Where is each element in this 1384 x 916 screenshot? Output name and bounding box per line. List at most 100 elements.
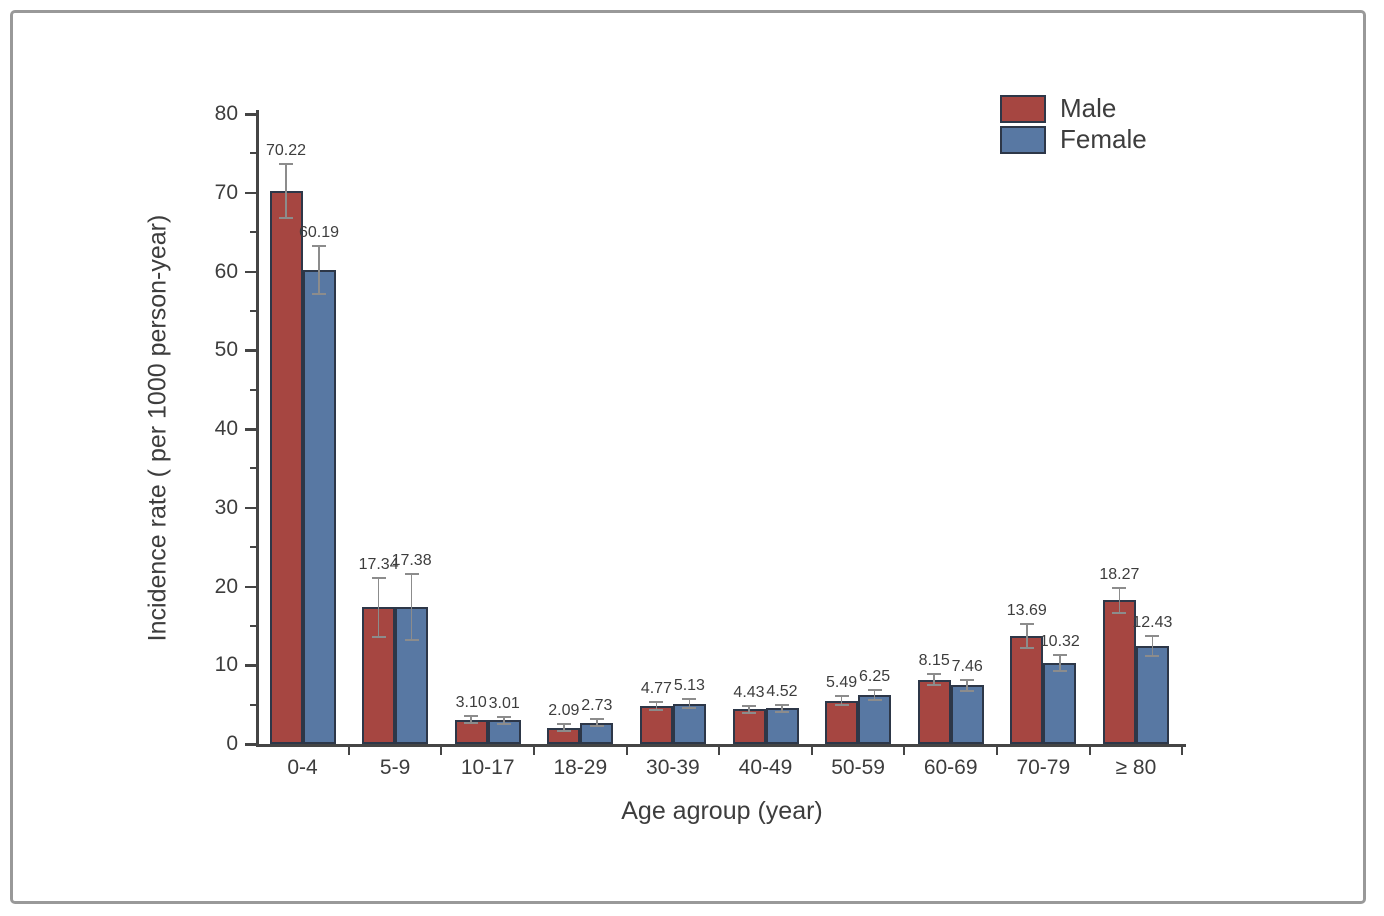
y-major-tick (245, 191, 256, 195)
value-label-female: 10.32 (1039, 632, 1080, 650)
value-label-female: 5.13 (673, 677, 705, 695)
error-bar-male (285, 164, 287, 218)
y-minor-tick (250, 309, 256, 312)
x-axis (256, 744, 1186, 747)
value-label-female: 17.38 (391, 552, 432, 570)
x-tick (625, 746, 628, 755)
x-tick (810, 746, 813, 755)
error-cap-bottom-female (1052, 669, 1067, 672)
error-cap-bottom-female (682, 706, 697, 709)
x-tick (718, 746, 721, 755)
y-minor-tick (250, 467, 256, 470)
error-bar-female (781, 704, 783, 712)
error-cap-bottom-female (1145, 655, 1160, 658)
y-major-tick (245, 270, 256, 273)
x-tick-label: 50-59 (831, 756, 885, 779)
bar-female-30-39 (672, 703, 706, 744)
x-tick (533, 746, 535, 755)
error-cap-bottom-male (556, 729, 571, 732)
y-minor-tick (250, 624, 256, 627)
bar-female-40-49 (765, 708, 799, 744)
value-label-male: 5.49 (826, 674, 858, 692)
bar-male-30-39 (639, 706, 673, 744)
bar-female-≥ 80 (1135, 646, 1169, 744)
y-axis (256, 110, 259, 746)
value-label-male: 13.69 (1006, 602, 1047, 620)
error-cap-top-male (649, 701, 664, 704)
y-tick-label: 20 (214, 574, 238, 598)
bar-male-50-59 (825, 700, 859, 744)
value-label-male: 2.09 (548, 702, 580, 720)
y-major-tick (245, 743, 256, 746)
error-cap-top-male (371, 577, 386, 580)
error-bar-female (1059, 654, 1061, 671)
error-cap-bottom-female (960, 689, 975, 692)
error-cap-top-male (742, 704, 756, 707)
error-bar-male (470, 716, 472, 723)
error-cap-bottom-female (867, 698, 882, 701)
y-major-tick (245, 664, 256, 667)
x-tick-label: 40-49 (738, 756, 793, 779)
y-tick-label: 50 (214, 338, 238, 362)
legend-swatch-male (1000, 95, 1046, 123)
x-tick (903, 746, 906, 755)
x-tick-label: 18-29 (553, 756, 608, 779)
legend-label-female: Female (1060, 124, 1147, 154)
bar-male-60-69 (917, 679, 951, 744)
error-cap-bottom-male (649, 709, 664, 712)
error-cap-top-male (556, 723, 571, 726)
error-bar-female (688, 699, 691, 708)
value-label-female: 6.25 (859, 668, 891, 686)
error-cap-bottom-male (371, 635, 386, 638)
error-cap-top-female (960, 678, 975, 681)
value-label-female: 3.01 (488, 694, 520, 712)
error-cap-top-male (1112, 586, 1127, 589)
error-bar-female (1151, 635, 1154, 657)
error-cap-top-female (1145, 634, 1160, 637)
bar-female-0-4 (302, 270, 336, 744)
x-tick-label: ≥ 80 (1115, 756, 1157, 779)
error-bar-female (503, 716, 505, 724)
error-cap-top-female (1052, 653, 1067, 656)
y-axis-title: Incidence rate ( per 1000 person-year) (143, 214, 172, 642)
error-bar-male (933, 674, 935, 686)
value-label-male: 17.34 (358, 556, 399, 574)
error-cap-bottom-male (1019, 647, 1034, 649)
error-bar-female (873, 690, 876, 700)
error-bar-male (655, 702, 658, 711)
error-cap-bottom-male (927, 684, 942, 687)
y-tick-label: 30 (214, 495, 238, 519)
legend-label-male: Male (1060, 93, 1117, 123)
error-cap-bottom-male (464, 721, 479, 724)
value-label-male: 18.27 (1099, 565, 1140, 583)
error-bar-male (748, 705, 750, 713)
x-tick-label: 10-17 (460, 756, 515, 779)
error-cap-bottom-male (279, 216, 293, 219)
y-minor-tick (250, 231, 256, 234)
bar-female-5-9 (395, 607, 429, 744)
error-cap-top-female (404, 573, 419, 576)
bar-female-50-59 (858, 694, 892, 744)
bar-male-70-79 (1010, 636, 1044, 744)
bar-male-0-4 (269, 191, 303, 744)
error-cap-bottom-male (1112, 611, 1127, 614)
y-tick-label: 80 (214, 102, 238, 125)
error-bar-female (410, 574, 413, 641)
bar-male-40-49 (732, 709, 766, 744)
error-cap-bottom-female (404, 639, 419, 642)
y-major-tick (245, 349, 256, 352)
x-tick-label: 5-9 (379, 756, 411, 779)
error-cap-top-female (312, 245, 326, 248)
x-tick-label: 0-4 (287, 756, 318, 779)
y-tick-label: 60 (214, 259, 238, 283)
error-cap-top-female (867, 689, 882, 692)
y-minor-tick (250, 703, 256, 706)
y-tick-label: 70 (214, 180, 238, 204)
value-label-female: 7.46 (951, 657, 983, 675)
bar-female-70-79 (1043, 662, 1077, 744)
y-major-tick (245, 585, 256, 588)
x-tick (1088, 746, 1091, 755)
y-tick-label: 40 (214, 417, 238, 440)
x-tick-label: 60-69 (923, 756, 978, 779)
error-cap-bottom-female (589, 725, 604, 728)
